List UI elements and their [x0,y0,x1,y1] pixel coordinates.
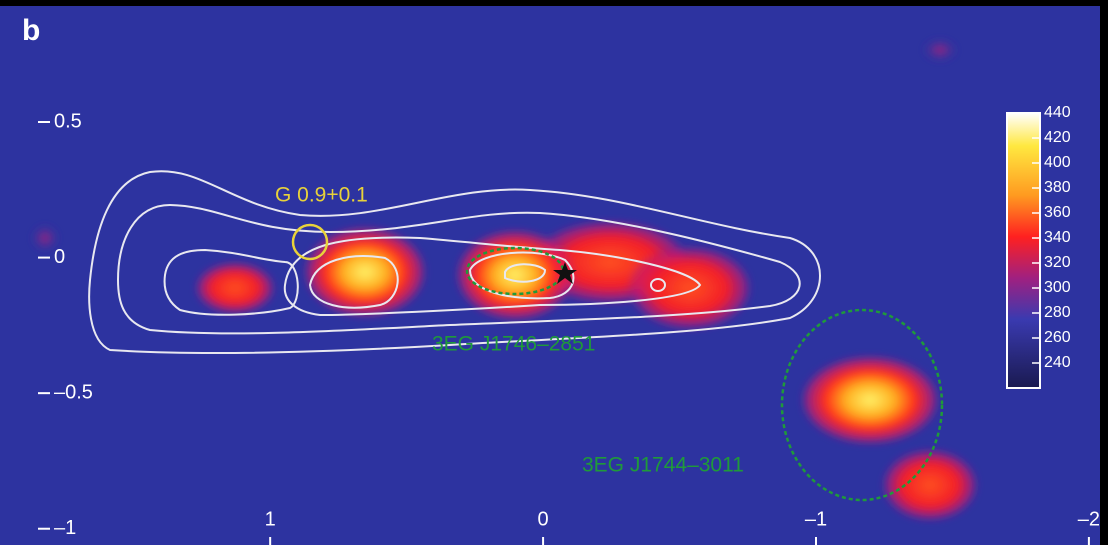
y-tick-label: 0 [54,246,65,268]
colorbar-tick-label: 300 [1044,279,1071,296]
colorbar-tick-label: 440 [1044,104,1071,121]
colorbar-tick-label: 380 [1044,179,1071,196]
colorbar-tick-label: 420 [1044,129,1071,146]
annotation: G 0.9+0.1 [275,184,368,207]
colorbar-tick-label: 400 [1044,154,1071,171]
x-tick-label: 0 [538,508,549,530]
chart: b G 0.9+0.1 3EG J1746–2851 3EG J1744–301… [0,0,1108,545]
colorbar-tick-label: 280 [1044,304,1071,321]
colorbar-tick-label: 340 [1044,229,1071,246]
colorbar-tick-label: 240 [1044,354,1071,371]
x-tick-label: 1 [265,508,276,530]
colorbar-tick-label: 320 [1044,254,1071,271]
colorbar-tick-label: 360 [1044,204,1071,221]
y-tick-label: –1 [54,517,76,539]
y-tick-label: 0.5 [54,110,82,132]
panel-label: b [22,14,40,47]
y-tick-label: –0.5 [54,381,93,403]
annotation: 3EG J1746–2851 [432,333,595,356]
colorbar-tick-label: 260 [1044,329,1071,346]
annotation: 3EG J1744–3011 [582,454,744,477]
x-tick-label: –1 [805,508,827,530]
x-tick-label: –2 [1078,508,1100,530]
colorbar [1007,113,1040,388]
